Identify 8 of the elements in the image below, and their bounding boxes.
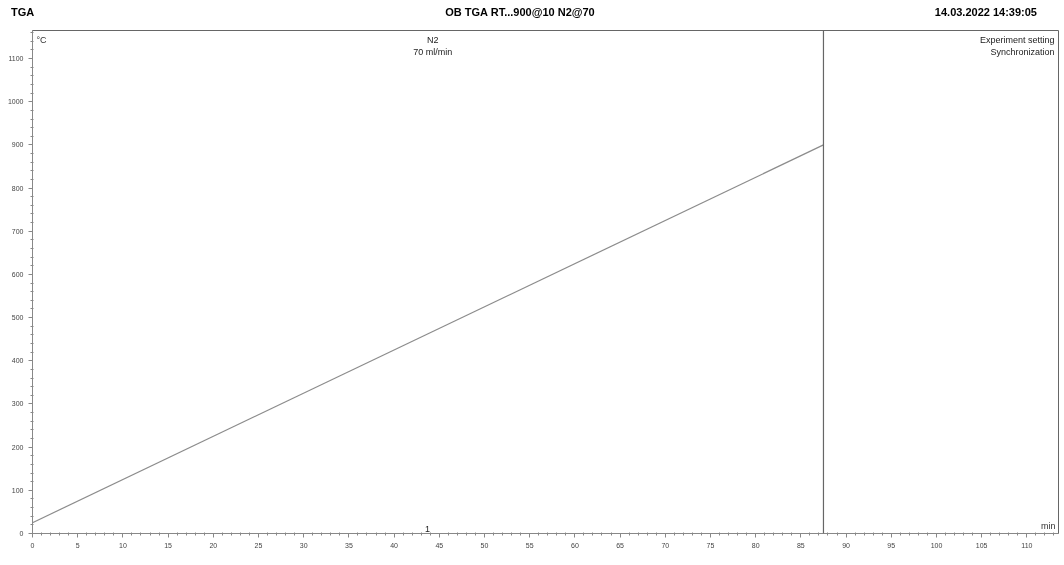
y-axis-title: °C	[36, 34, 48, 45]
chart-title: OB TGA RT...900@10 N2@70	[445, 5, 595, 20]
text: TGA	[11, 5, 35, 20]
annotation: N2 70 ml/min	[413, 34, 453, 57]
annotation: 1	[425, 523, 431, 534]
text: 14.03.2022 14:39:05	[934, 5, 1037, 20]
annotation: Experiment setting Synchronization	[979, 34, 1055, 57]
x-axis-title: min	[1041, 520, 1056, 531]
